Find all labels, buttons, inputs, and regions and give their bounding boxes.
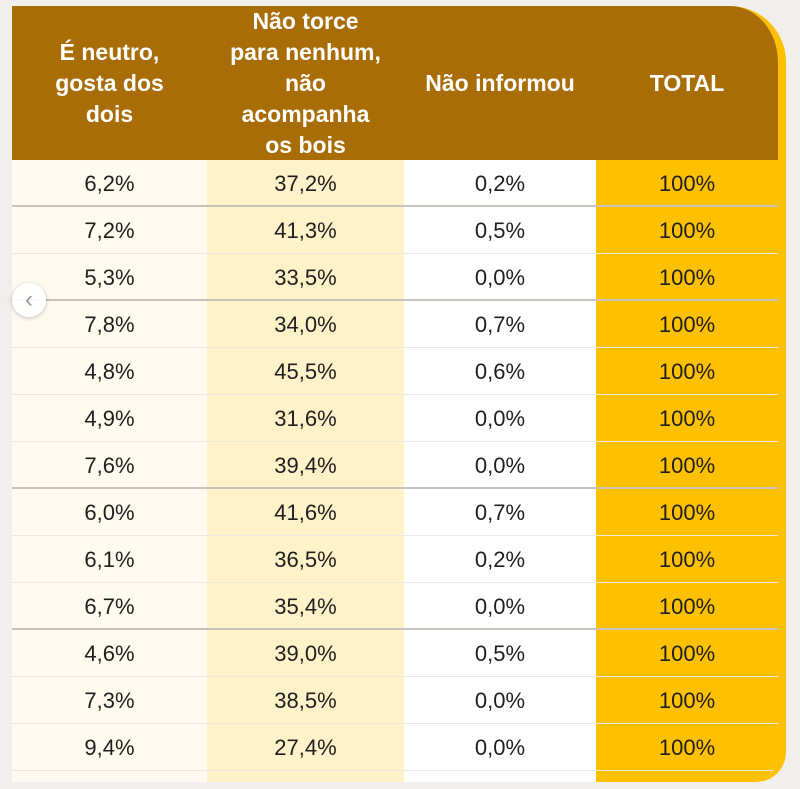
cell-not-informed: 0,5%: [474, 641, 526, 666]
header-no-team: Não torce para nenhum, não acompanha os …: [230, 7, 381, 158]
cell-no-team: 27,4%: [274, 735, 337, 760]
cell-no-team: 34,0%: [274, 312, 337, 337]
table-row: 6,7% 35,4% 0,0% 100%: [12, 583, 778, 630]
cell-total: 100%: [658, 359, 716, 384]
cell-neutral: 4,8%: [84, 359, 135, 384]
cell-not-informed: 0,0%: [474, 406, 526, 431]
cell-neutral: 7,3%: [84, 688, 135, 713]
header-neutral: É neutro, gosta dos dois: [55, 38, 164, 127]
column-neutral-background: [12, 160, 207, 782]
table-row: 4,9% 31,6% 0,0% 100%: [12, 395, 778, 442]
table-row: 4,6% 39,0% 0,5% 100%: [12, 630, 778, 677]
cell-no-team: 31,6%: [274, 406, 337, 431]
cell-neutral: 4,9%: [84, 406, 135, 431]
cell-not-informed: 0,0%: [474, 594, 526, 619]
cell-not-informed: 0,5%: [474, 218, 526, 243]
column-no-team-background: [207, 160, 404, 782]
table-row: 4,8% 45,5% 0,6% 100%: [12, 348, 778, 395]
cell-not-informed: 0,0%: [474, 265, 526, 290]
cell-neutral: 7,6%: [84, 453, 135, 478]
table-row: 6,0% 41,6% 0,7% 100%: [12, 489, 778, 536]
cell-neutral: 7,2%: [84, 218, 135, 243]
cell-no-team: 41,6%: [274, 500, 337, 525]
cell-neutral: 6,0%: [84, 500, 135, 525]
cell-no-team: 37,2%: [274, 171, 337, 196]
cell-neutral: 7,8%: [84, 312, 135, 337]
cell-total: 100%: [658, 688, 716, 713]
cell-not-informed: 0,2%: [474, 547, 526, 572]
table-row: 6,2% 37,2% 0,2% 100%: [12, 160, 778, 207]
chevron-left-icon[interactable]: ‹: [12, 283, 46, 317]
header-not-informed: Não informou: [425, 69, 575, 96]
column-total-background: [596, 160, 778, 782]
cell-total: 100%: [658, 641, 716, 666]
data-table: É neutro, gosta dos dois Não torce para …: [12, 6, 786, 782]
cell-not-informed: 0,7%: [474, 312, 526, 337]
cell-neutral: 9,4%: [84, 735, 135, 760]
cell-neutral: 6,7%: [84, 594, 135, 619]
cell-no-team: 39,0%: [274, 641, 337, 666]
cell-total: 100%: [658, 265, 716, 290]
table-body: 6,2% 37,2% 0,2% 100% 7,2% 41,3% 0,5% 100% 5,3% 33…: [12, 160, 778, 771]
cell-not-informed: 0,7%: [474, 500, 526, 525]
header-total: TOTAL: [649, 69, 725, 96]
cell-no-team: 39,4%: [274, 453, 337, 478]
cell-no-team: 33,5%: [274, 265, 337, 290]
cell-no-team: 41,3%: [274, 218, 337, 243]
cell-total: 100%: [658, 218, 716, 243]
table-row: 6,1% 36,5% 0,2% 100%: [12, 536, 778, 583]
cell-no-team: 45,5%: [274, 359, 337, 384]
cell-total: 100%: [658, 547, 716, 572]
cell-total: 100%: [658, 594, 716, 619]
table-row: 7,6% 39,4% 0,0% 100%: [12, 442, 778, 489]
cell-no-team: 36,5%: [274, 547, 337, 572]
cell-no-team: 35,4%: [274, 594, 337, 619]
table-header: É neutro, gosta dos dois Não torce para …: [12, 6, 778, 160]
cell-not-informed: 0,6%: [474, 359, 526, 384]
cell-total: 100%: [658, 735, 716, 760]
column-not-informed-background: [404, 160, 596, 782]
cell-total: 100%: [658, 171, 716, 196]
cell-total: 100%: [658, 453, 716, 478]
cell-neutral: 5,3%: [84, 265, 135, 290]
cell-not-informed: 0,0%: [474, 453, 526, 478]
table-row: 5,3% 33,5% 0,0% 100%: [12, 254, 778, 301]
cell-neutral: 6,2%: [84, 171, 135, 196]
cell-total: 100%: [658, 312, 716, 337]
cell-not-informed: 0,0%: [474, 735, 526, 760]
cell-not-informed: 0,2%: [474, 171, 526, 196]
cell-total: 100%: [658, 500, 716, 525]
table-row: 7,8% 34,0% 0,7% 100%: [12, 301, 778, 348]
table-row: 7,3% 38,5% 0,0% 100%: [12, 677, 778, 724]
table-row: 9,4% 27,4% 0,0% 100%: [12, 724, 778, 771]
cell-neutral: 4,6%: [84, 641, 135, 666]
cell-no-team: 38,5%: [274, 688, 337, 713]
table-row: 7,2% 41,3% 0,5% 100%: [12, 207, 778, 254]
cell-total: 100%: [658, 406, 716, 431]
cell-neutral: 6,1%: [84, 547, 135, 572]
cell-not-informed: 0,0%: [474, 688, 526, 713]
